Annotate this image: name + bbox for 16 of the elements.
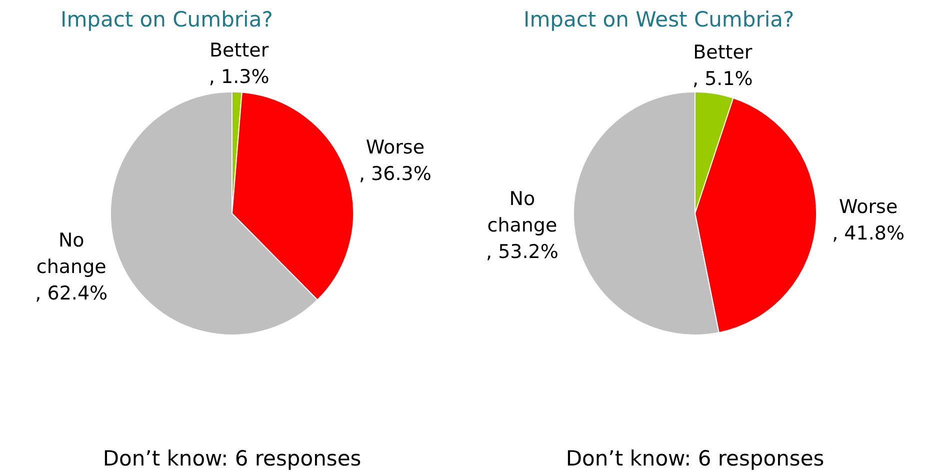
data-label: , 53.2% (486, 241, 558, 264)
data-label: , 36.3% (358, 163, 432, 186)
slice-label: No change (36, 230, 106, 278)
text: Don’t know: 6 responses (102, 446, 362, 470)
slice-label: Better (693, 41, 752, 64)
slice-label: Worse (838, 196, 898, 218)
data-label: , 5.1% (692, 68, 753, 90)
data-label: , 62.4% (35, 282, 108, 305)
slice-label: Worse (366, 136, 425, 159)
chart-title: Impact on Cumbria? (60, 8, 273, 32)
chart-title: Impact on West Cumbria? (524, 8, 794, 32)
slice-label: Better (210, 40, 269, 62)
data-label: , 1.3% (208, 66, 270, 88)
slice-label: No change (487, 188, 558, 237)
data-label: , 41.8% (832, 222, 905, 244)
text: Don’t know: 6 responses (566, 446, 824, 470)
